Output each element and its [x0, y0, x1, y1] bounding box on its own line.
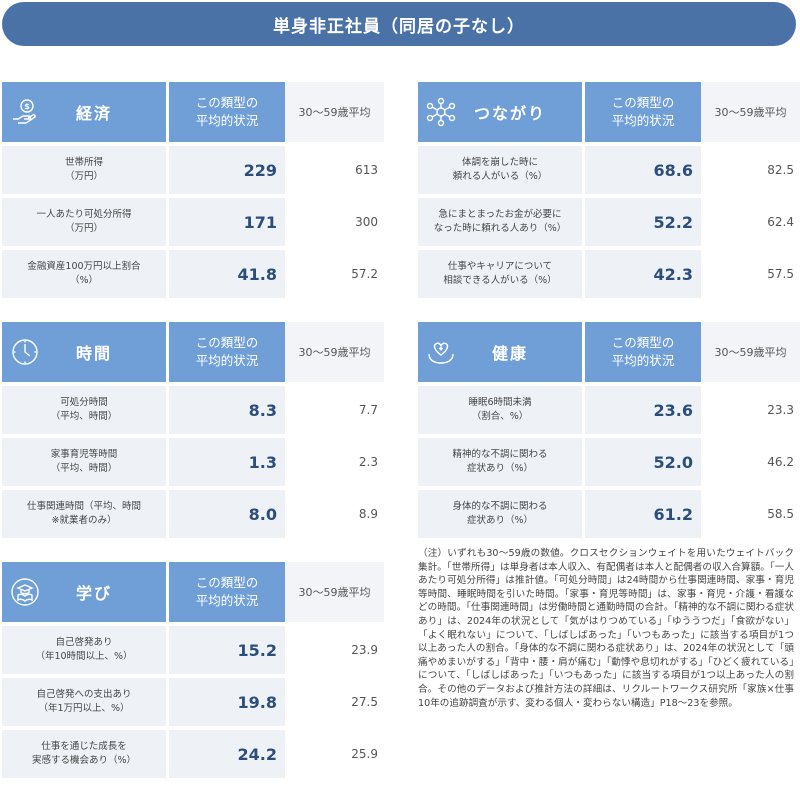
- row-average: 2.3: [285, 438, 384, 486]
- type-header: この類型の 平均的状況: [169, 562, 285, 622]
- row-label: 世帯所得 （万円）: [2, 146, 166, 194]
- row-average: 58.5: [701, 490, 800, 538]
- table-row: 身体的な不調に関わる 症状あり（%） 61.2 58.5: [418, 490, 800, 538]
- row-label: 身体的な不調に関わる 症状あり（%）: [418, 490, 582, 538]
- row-label: 仕事関連時間（平均、時間 ※就業者のみ）: [2, 490, 166, 538]
- row-value: 19.8: [169, 678, 285, 726]
- type-header: この類型の 平均的状況: [169, 82, 285, 142]
- heart-hands-icon: [428, 342, 454, 364]
- row-value: 23.6: [585, 386, 701, 434]
- row-average: 57.5: [701, 250, 800, 298]
- category-header: つながり: [418, 82, 582, 142]
- footnote: （注）いずれも30〜59歳の数値。クロスセクションウェイトを用いたウェイトバック…: [418, 548, 794, 709]
- table-row: 仕事やキャリアについて 相談できる人がいる（%） 42.3 57.5: [418, 250, 800, 298]
- row-average: 8.9: [285, 490, 384, 538]
- type-header: この類型の 平均的状況: [585, 82, 701, 142]
- table-row: 自己啓発への支出あり （年1万円以上、%） 19.8 27.5: [2, 678, 384, 726]
- row-value: 15.2: [169, 626, 285, 674]
- row-label: 体調を崩した時に 頼れる人がいる（%）: [418, 146, 582, 194]
- row-value: 1.3: [169, 438, 285, 486]
- table-row: 自己啓発あり （年10時間以上、%） 15.2 23.9: [2, 626, 384, 674]
- table-row: 世帯所得 （万円） 229 613: [2, 146, 384, 194]
- table-row: 金融資産100万円以上割合 （%） 41.8 57.2: [2, 250, 384, 298]
- row-value: 41.8: [169, 250, 285, 298]
- row-average: 82.5: [701, 146, 800, 194]
- type-header: この類型の 平均的状況: [169, 322, 285, 382]
- row-value: 42.3: [585, 250, 701, 298]
- row-average: 300: [285, 198, 384, 246]
- row-average: 27.5: [285, 678, 384, 726]
- table-row: 家事育児等時間 （平均、時間） 1.3 2.3: [2, 438, 384, 486]
- category-header: 学び: [2, 562, 166, 622]
- graduation-book-icon: [11, 578, 39, 606]
- table-row: 睡眠6時間未満 （割合、%） 23.6 23.3: [418, 386, 800, 434]
- table-row: 急にまとまったお金が必要に なった時に頼れる人あり（%） 52.2 62.4: [418, 198, 800, 246]
- category-header: 時間: [2, 322, 166, 382]
- row-value: 52.2: [585, 198, 701, 246]
- network-icon: [426, 97, 456, 127]
- avg-header: 30〜59歳平均: [701, 82, 800, 142]
- row-label: 睡眠6時間未満 （割合、%）: [418, 386, 582, 434]
- row-average: 613: [285, 146, 384, 194]
- row-average: 62.4: [701, 198, 800, 246]
- table-row: 仕事を通じた成長を 実感する機会あり（%） 24.2 25.9: [2, 730, 384, 778]
- panel-time: 時間 この類型の 平均的状況 30〜59歳平均 可処分時間 （平均、時間） 8.…: [2, 322, 384, 538]
- avg-header: 30〜59歳平均: [285, 322, 384, 382]
- row-value: 171: [169, 198, 285, 246]
- row-label: 可処分時間 （平均、時間）: [2, 386, 166, 434]
- row-label: 金融資産100万円以上割合 （%）: [2, 250, 166, 298]
- row-label: 急にまとまったお金が必要に なった時に頼れる人あり（%）: [418, 198, 582, 246]
- row-average: 23.9: [285, 626, 384, 674]
- category-header: 健康: [418, 322, 582, 382]
- category-name: 健康: [491, 344, 528, 363]
- category-name: 経済: [75, 104, 112, 123]
- clock-icon: [12, 339, 38, 365]
- row-value: 8.0: [169, 490, 285, 538]
- row-value: 229: [169, 146, 285, 194]
- row-label: 精神的な不調に関わる 症状あり（%）: [418, 438, 582, 486]
- svg-text:$: $: [24, 102, 30, 111]
- row-label: 仕事を通じた成長を 実感する機会あり（%）: [2, 730, 166, 778]
- row-label: 自己啓発への支出あり （年1万円以上、%）: [2, 678, 166, 726]
- panel-learning: 学び この類型の 平均的状況 30〜59歳平均 自己啓発あり （年10時間以上、…: [2, 562, 384, 778]
- row-value: 24.2: [169, 730, 285, 778]
- table-row: 精神的な不調に関わる 症状あり（%） 52.0 46.2: [418, 438, 800, 486]
- row-label: 自己啓発あり （年10時間以上、%）: [2, 626, 166, 674]
- money-hand-icon: $: [13, 99, 36, 124]
- row-value: 52.0: [585, 438, 701, 486]
- row-value: 68.6: [585, 146, 701, 194]
- row-label: 一人あたり可処分所得 （万円）: [2, 198, 166, 246]
- type-header: この類型の 平均的状況: [585, 322, 701, 382]
- row-average: 57.2: [285, 250, 384, 298]
- category-name: 学び: [75, 584, 112, 603]
- page-title: 単身非正社員（同居の子なし）: [2, 2, 796, 46]
- category-name: つながり: [473, 104, 546, 123]
- panel-health: 健康 この類型の 平均的状況 30〜59歳平均 睡眠6時間未満 （割合、%） 2…: [418, 322, 800, 538]
- panel-economy: $ 経済 この類型の 平均的状況 30〜59歳平均 世帯所得 （万円） 229 …: [2, 82, 384, 298]
- panel-connection: つながり この類型の 平均的状況 30〜59歳平均 体調を崩した時に 頼れる人が…: [418, 82, 800, 298]
- row-average: 46.2: [701, 438, 800, 486]
- table-row: 仕事関連時間（平均、時間 ※就業者のみ） 8.0 8.9: [2, 490, 384, 538]
- row-value: 8.3: [169, 386, 285, 434]
- row-value: 61.2: [585, 490, 701, 538]
- row-average: 23.3: [701, 386, 800, 434]
- table-row: 可処分時間 （平均、時間） 8.3 7.7: [2, 386, 384, 434]
- table-row: 一人あたり可処分所得 （万円） 171 300: [2, 198, 384, 246]
- table-row: 体調を崩した時に 頼れる人がいる（%） 68.6 82.5: [418, 146, 800, 194]
- category-header: $ 経済: [2, 82, 166, 142]
- row-label: 仕事やキャリアについて 相談できる人がいる（%）: [418, 250, 582, 298]
- row-average: 25.9: [285, 730, 384, 778]
- avg-header: 30〜59歳平均: [285, 562, 384, 622]
- row-average: 7.7: [285, 386, 384, 434]
- row-label: 家事育児等時間 （平均、時間）: [2, 438, 166, 486]
- avg-header: 30〜59歳平均: [285, 82, 384, 142]
- category-name: 時間: [75, 344, 112, 363]
- avg-header: 30〜59歳平均: [701, 322, 800, 382]
